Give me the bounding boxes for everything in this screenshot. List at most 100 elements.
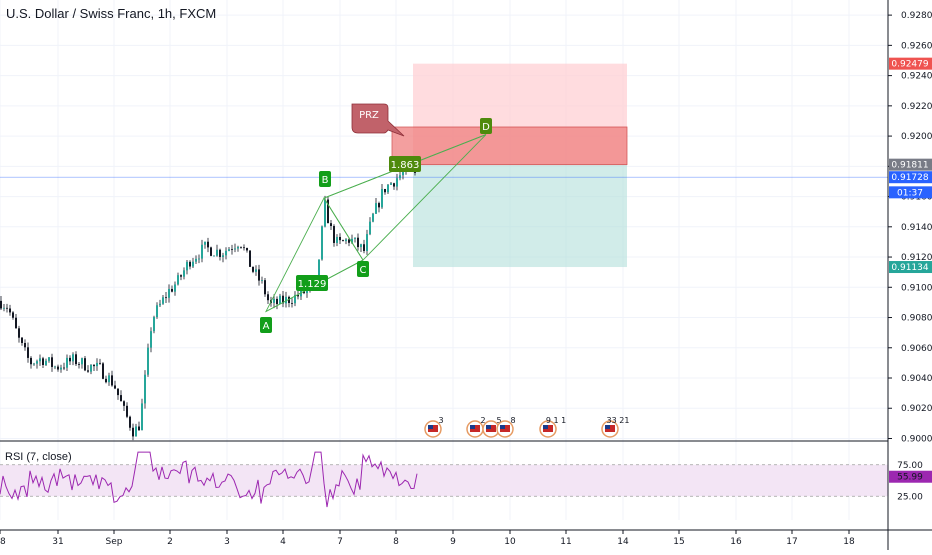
candle-body — [78, 364, 80, 365]
candle-body — [99, 362, 101, 364]
x-tick-label: 9 — [450, 537, 456, 547]
candle-body — [267, 294, 269, 301]
candle-body — [375, 203, 377, 214]
candle-body — [90, 364, 92, 372]
candle-body — [366, 234, 368, 251]
prz-zone[interactable] — [391, 126, 628, 166]
candle-body — [369, 221, 371, 235]
prz-callout[interactable] — [351, 103, 405, 137]
candle-body — [0, 300, 2, 309]
candle-body — [216, 249, 218, 256]
candle-body — [321, 226, 323, 260]
candle-body — [93, 364, 95, 367]
x-tick-label: 11 — [560, 537, 571, 547]
ratio-badge[interactable] — [296, 275, 328, 291]
prz-label: PRZ — [359, 110, 379, 121]
candle-body — [240, 246, 242, 248]
x-tick-label: 31 — [52, 537, 63, 547]
candle-body — [258, 269, 260, 281]
candle-body — [204, 241, 206, 245]
candle-body — [210, 247, 212, 256]
target-zone[interactable] — [413, 164, 627, 268]
candle-body — [357, 237, 359, 248]
candle-body — [132, 427, 134, 437]
candle-body — [156, 305, 158, 318]
candle-body — [48, 357, 50, 361]
candle-body — [186, 261, 188, 271]
candle-body — [282, 295, 284, 304]
candle-body — [336, 236, 338, 243]
us-flag-canton-icon — [470, 425, 475, 429]
candle-body — [402, 171, 404, 176]
rsi-title: RSI (7, close) — [5, 451, 72, 463]
candle-body — [261, 280, 263, 281]
candle-body — [102, 363, 104, 379]
candle-body — [87, 370, 89, 372]
candle-body — [141, 403, 143, 431]
x-tick-label: 28 — [0, 537, 6, 547]
x-tick-label: 2 — [167, 537, 173, 547]
pattern-abc[interactable] — [264, 197, 364, 313]
candle-body — [189, 261, 191, 267]
candle-body — [66, 357, 68, 368]
candle-body — [387, 184, 389, 193]
rsi-tick-label: 75.00 — [897, 461, 923, 471]
candle-body — [15, 317, 17, 329]
risk-reward-zones[interactable] — [0, 63, 888, 268]
candle-body — [234, 248, 236, 250]
candle-body — [390, 183, 392, 185]
candle-body — [123, 401, 125, 406]
point-a-label: A — [263, 321, 270, 332]
price-tag — [889, 261, 932, 274]
point-c-badge[interactable] — [357, 261, 369, 277]
candle-body — [153, 317, 155, 332]
candle-body — [129, 416, 131, 428]
point-a-badge[interactable] — [260, 317, 272, 333]
event-count: 2 — [480, 416, 485, 425]
candle-body — [297, 294, 299, 297]
harmonic-pattern[interactable]: A B C D 1.129 1.863 PRZ — [260, 103, 492, 333]
ratio-badge[interactable] — [389, 156, 421, 172]
event-count: 9 1 1 — [546, 416, 566, 425]
rsi-value-tag — [889, 470, 932, 483]
candle-body — [45, 360, 47, 366]
candle-body — [138, 426, 140, 431]
candle-body — [60, 367, 62, 370]
x-tick-label: 18 — [843, 537, 855, 547]
price-tag-label: 0.91811 — [891, 161, 928, 171]
point-b-badge[interactable] — [319, 171, 331, 187]
rsi-line — [0, 451, 418, 508]
rsi-pane — [0, 440, 888, 508]
candle-body — [399, 175, 401, 179]
candle-body — [27, 347, 29, 358]
price-tag — [889, 57, 932, 70]
candle-body — [327, 199, 329, 224]
candle-body — [201, 244, 203, 259]
candle-body — [96, 362, 98, 367]
candle-body — [39, 358, 41, 362]
rsi-tick-label: 55.99 — [897, 473, 923, 483]
x-tick-label: 7 — [337, 537, 343, 547]
candle-body — [75, 354, 77, 365]
candle-body — [276, 298, 278, 305]
candle-body — [6, 307, 8, 309]
candle-body — [171, 288, 173, 292]
point-d-badge[interactable] — [480, 118, 492, 134]
candle-body — [255, 269, 257, 272]
candle-body — [306, 289, 308, 294]
candle-body — [207, 241, 209, 248]
candle-body — [57, 366, 59, 370]
x-tick-label: 17 — [786, 537, 797, 547]
x-tick-label: 4 — [280, 537, 286, 547]
